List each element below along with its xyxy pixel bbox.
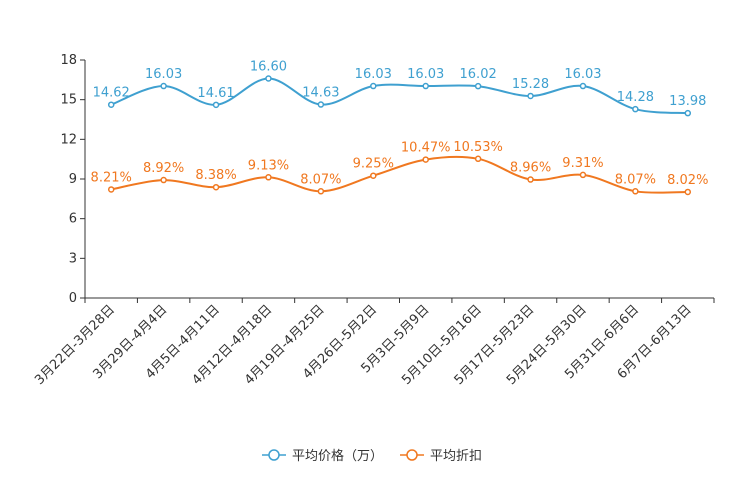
data-label: 10.53% bbox=[453, 140, 503, 155]
series-line-1 bbox=[111, 155, 688, 194]
data-label: 15.28 bbox=[512, 77, 549, 92]
data-point bbox=[317, 188, 325, 195]
data-label: 16.03 bbox=[145, 67, 182, 82]
data-point bbox=[527, 176, 534, 183]
data-point bbox=[684, 109, 692, 117]
data-point bbox=[527, 92, 534, 100]
data-label: 8.21% bbox=[91, 170, 132, 185]
data-point bbox=[370, 172, 377, 179]
data-point bbox=[212, 101, 220, 109]
data-label: 9.31% bbox=[562, 156, 603, 171]
y-tick-label: 15 bbox=[60, 93, 77, 108]
data-label: 16.03 bbox=[564, 67, 601, 82]
data-point bbox=[107, 101, 115, 108]
data-label: 8.02% bbox=[667, 173, 708, 188]
data-label: 9.25% bbox=[353, 157, 394, 172]
data-label: 8.07% bbox=[615, 172, 656, 187]
y-tick-label: 9 bbox=[69, 172, 77, 187]
legend-entry-0: 平均价格（万） bbox=[292, 448, 383, 464]
data-point bbox=[632, 105, 639, 113]
data-point bbox=[474, 82, 482, 90]
data-label: 14.63 bbox=[302, 86, 339, 101]
data-point bbox=[422, 82, 429, 90]
y-tick-label: 3 bbox=[69, 251, 77, 266]
legend-swatch-marker bbox=[268, 449, 280, 461]
legend-swatch-marker bbox=[406, 449, 418, 461]
data-label: 16.03 bbox=[355, 67, 392, 82]
data-point bbox=[265, 75, 272, 82]
data-label: 13.98 bbox=[669, 94, 706, 109]
data-point bbox=[370, 82, 377, 90]
data-label: 9.13% bbox=[248, 158, 289, 173]
legend-entry-1: 平均折扣 bbox=[430, 449, 482, 464]
data-point bbox=[317, 101, 325, 108]
y-tick-label: 12 bbox=[60, 132, 77, 147]
y-tick-label: 0 bbox=[69, 291, 77, 306]
data-point bbox=[422, 156, 429, 163]
data-label: 8.07% bbox=[300, 172, 341, 187]
data-point bbox=[684, 188, 692, 196]
data-label: 16.60 bbox=[250, 60, 287, 75]
data-point bbox=[107, 186, 115, 193]
data-label: 10.47% bbox=[401, 141, 451, 156]
data-point bbox=[474, 155, 482, 163]
data-label: 8.96% bbox=[510, 161, 551, 176]
data-label: 14.28 bbox=[617, 90, 654, 105]
data-point bbox=[212, 183, 220, 191]
data-label: 16.02 bbox=[460, 67, 497, 82]
data-label: 8.38% bbox=[195, 168, 236, 183]
data-label: 16.03 bbox=[407, 67, 444, 82]
data-point bbox=[160, 82, 167, 90]
data-label: 14.61 bbox=[197, 86, 234, 101]
data-point bbox=[579, 171, 587, 179]
data-point bbox=[632, 188, 639, 195]
y-tick-label: 18 bbox=[60, 53, 77, 68]
data-point bbox=[265, 174, 272, 181]
data-point bbox=[579, 82, 587, 90]
data-label: 14.62 bbox=[93, 86, 130, 101]
data-point bbox=[160, 176, 167, 184]
y-tick-label: 6 bbox=[69, 212, 77, 227]
data-label: 8.92% bbox=[143, 161, 184, 176]
